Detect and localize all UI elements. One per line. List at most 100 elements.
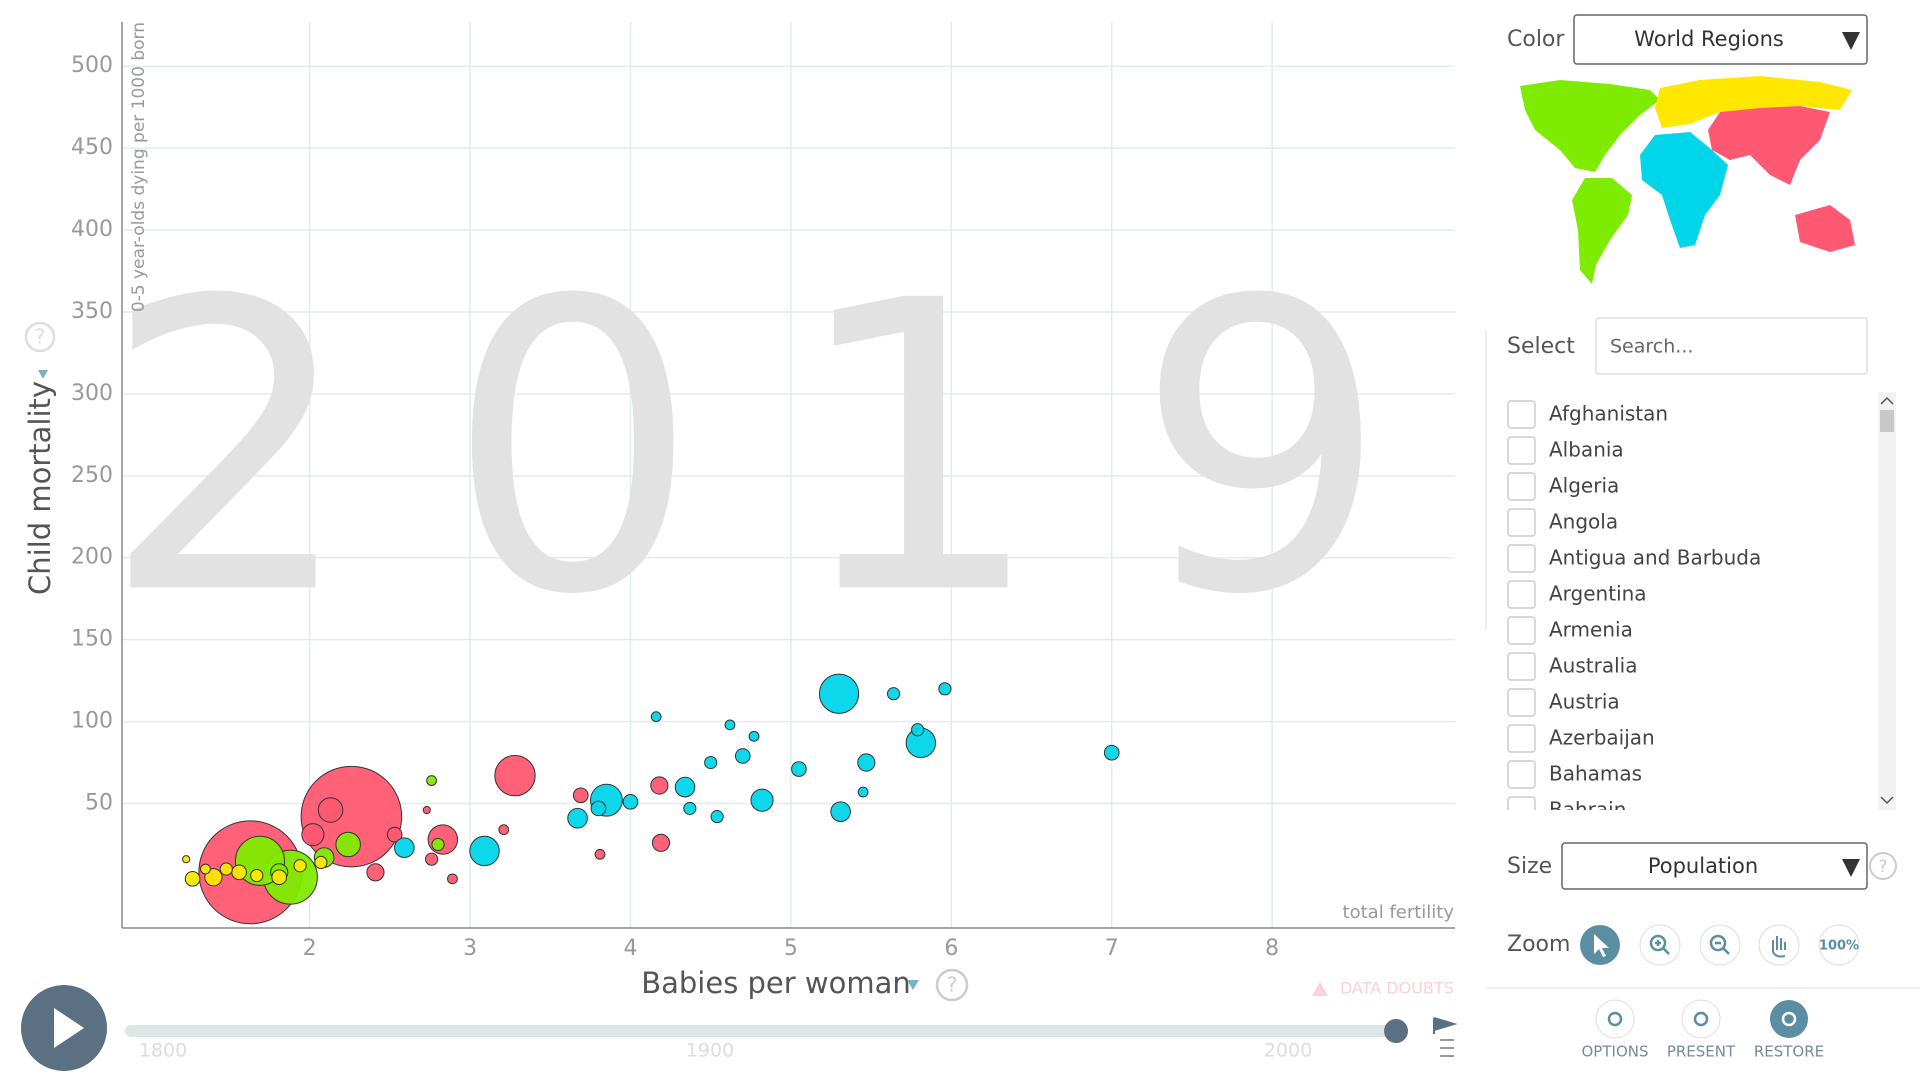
zoom-reset[interactable] (1818, 924, 1860, 966)
bubble[interactable] (791, 761, 807, 777)
y-help-text[interactable]: ? (35, 325, 46, 349)
zoom-pan[interactable] (1758, 924, 1800, 966)
bubble[interactable] (335, 831, 361, 858)
map-americas-north[interactable] (1520, 80, 1660, 172)
bubble[interactable] (231, 864, 247, 881)
bubble[interactable] (911, 723, 925, 737)
data-doubts[interactable]: DATA DOUBTS (1340, 979, 1454, 998)
zoom-reset-text[interactable]: 100% (1819, 939, 1859, 954)
bubble[interactable] (425, 852, 439, 866)
map-oceania[interactable] (1795, 205, 1855, 252)
bubble[interactable] (300, 765, 403, 868)
color-dropdown[interactable] (1573, 14, 1868, 65)
panel-button-glyph[interactable] (1607, 1011, 1623, 1027)
bubble[interactable] (748, 730, 760, 742)
world-map[interactable] (1520, 76, 1855, 284)
y-axis-title[interactable]: Child mortality (23, 381, 57, 595)
map-africa[interactable] (1640, 132, 1728, 248)
map-americas-south[interactable] (1572, 178, 1632, 284)
panel-button-glyph[interactable] (1781, 1011, 1797, 1027)
bubble[interactable] (622, 794, 639, 810)
scrollbar-track[interactable] (1878, 392, 1896, 810)
bubble[interactable] (314, 855, 328, 870)
map-asia[interactable] (1708, 106, 1830, 185)
search-placeholder[interactable]: Search... (1610, 336, 1693, 358)
bubble[interactable] (857, 753, 876, 772)
timeline-handle[interactable] (1384, 1019, 1408, 1043)
bubble[interactable] (572, 787, 589, 804)
x-axis-title[interactable]: Babies per woman (641, 966, 911, 1000)
size-help-icon[interactable] (1869, 852, 1897, 880)
bubble[interactable] (494, 754, 536, 797)
bubble[interactable] (650, 776, 669, 795)
dropdown-arrow[interactable] (1842, 32, 1860, 50)
country-checkbox[interactable] (1507, 652, 1536, 681)
warning-icon[interactable] (1312, 982, 1328, 996)
panel-button-icon[interactable] (1595, 999, 1635, 1039)
pointer-icon[interactable] (1594, 934, 1609, 957)
x-dropdown-arrow[interactable] (907, 980, 919, 990)
zoom-out-icon[interactable] (1715, 941, 1730, 955)
panel-button-label[interactable]: OPTIONS (1582, 1043, 1649, 1061)
pan-icon[interactable] (1772, 936, 1786, 958)
zoom-out[interactable] (1699, 924, 1741, 966)
panel-button-label[interactable]: PRESENT (1667, 1043, 1736, 1061)
size-help-text[interactable]: ? (1878, 857, 1887, 877)
country-name[interactable]: Australia (1549, 654, 1637, 678)
y-dropdown-arrow[interactable] (38, 370, 48, 379)
speed-icon[interactable] (1433, 1017, 1458, 1034)
country-checkbox[interactable] (1507, 508, 1536, 537)
bubble[interactable] (317, 797, 344, 823)
bubble[interactable] (431, 837, 445, 852)
country-checkbox[interactable] (1507, 544, 1536, 573)
country-name[interactable]: Bahrain (1549, 798, 1626, 822)
bubble[interactable] (426, 775, 437, 786)
bubble[interactable] (447, 873, 458, 885)
bubble[interactable] (1103, 744, 1120, 761)
dropdown-arrow[interactable] (1842, 859, 1860, 877)
bubble[interactable] (886, 687, 901, 701)
country-checkbox[interactable] (1507, 688, 1536, 717)
bubble[interactable] (469, 835, 500, 867)
country-checkbox[interactable] (1507, 580, 1536, 609)
bubble[interactable] (590, 800, 607, 817)
map-europe[interactable] (1655, 76, 1852, 128)
bubble[interactable] (422, 805, 431, 815)
country-checkbox[interactable] (1507, 436, 1536, 465)
search-box[interactable] (1595, 317, 1868, 375)
timeline-track[interactable] (125, 1025, 1396, 1037)
size-value[interactable]: Population (1648, 854, 1758, 878)
country-name[interactable]: Bahamas (1549, 762, 1642, 786)
country-checkbox[interactable] (1507, 796, 1536, 824)
bubble[interactable] (750, 788, 774, 812)
bubble[interactable] (301, 823, 325, 847)
panel-button-label[interactable]: RESTORE (1754, 1043, 1824, 1061)
bubble[interactable] (683, 801, 697, 815)
bubble[interactable] (651, 833, 671, 852)
bubble[interactable] (427, 824, 459, 855)
bubble[interactable] (182, 855, 191, 864)
bubble[interactable] (857, 786, 869, 798)
country-checkbox[interactable] (1507, 472, 1536, 501)
zoom-in[interactable] (1639, 924, 1681, 966)
country-name[interactable]: Argentina (1549, 582, 1647, 606)
zoom-in-icon[interactable] (1655, 940, 1670, 955)
color-value[interactable]: World Regions (1634, 27, 1784, 51)
zoom-out-icon[interactable] (1709, 934, 1727, 952)
bubble[interactable] (704, 755, 718, 770)
bubble[interactable] (498, 824, 510, 836)
country-checkbox[interactable] (1507, 760, 1536, 789)
bubble[interactable] (293, 859, 307, 873)
bubble[interactable] (250, 868, 264, 883)
country-name[interactable]: Armenia (1549, 618, 1633, 642)
bubble[interactable] (938, 682, 952, 696)
bubble[interactable] (674, 776, 696, 798)
bubble[interactable] (818, 673, 860, 714)
bubble[interactable] (366, 863, 385, 882)
country-name[interactable]: Albania (1549, 438, 1624, 462)
country-checkbox[interactable] (1507, 724, 1536, 753)
bubble[interactable] (271, 869, 288, 886)
bubble[interactable] (594, 848, 606, 860)
bubble[interactable] (650, 711, 662, 723)
size-dropdown[interactable] (1561, 842, 1868, 890)
